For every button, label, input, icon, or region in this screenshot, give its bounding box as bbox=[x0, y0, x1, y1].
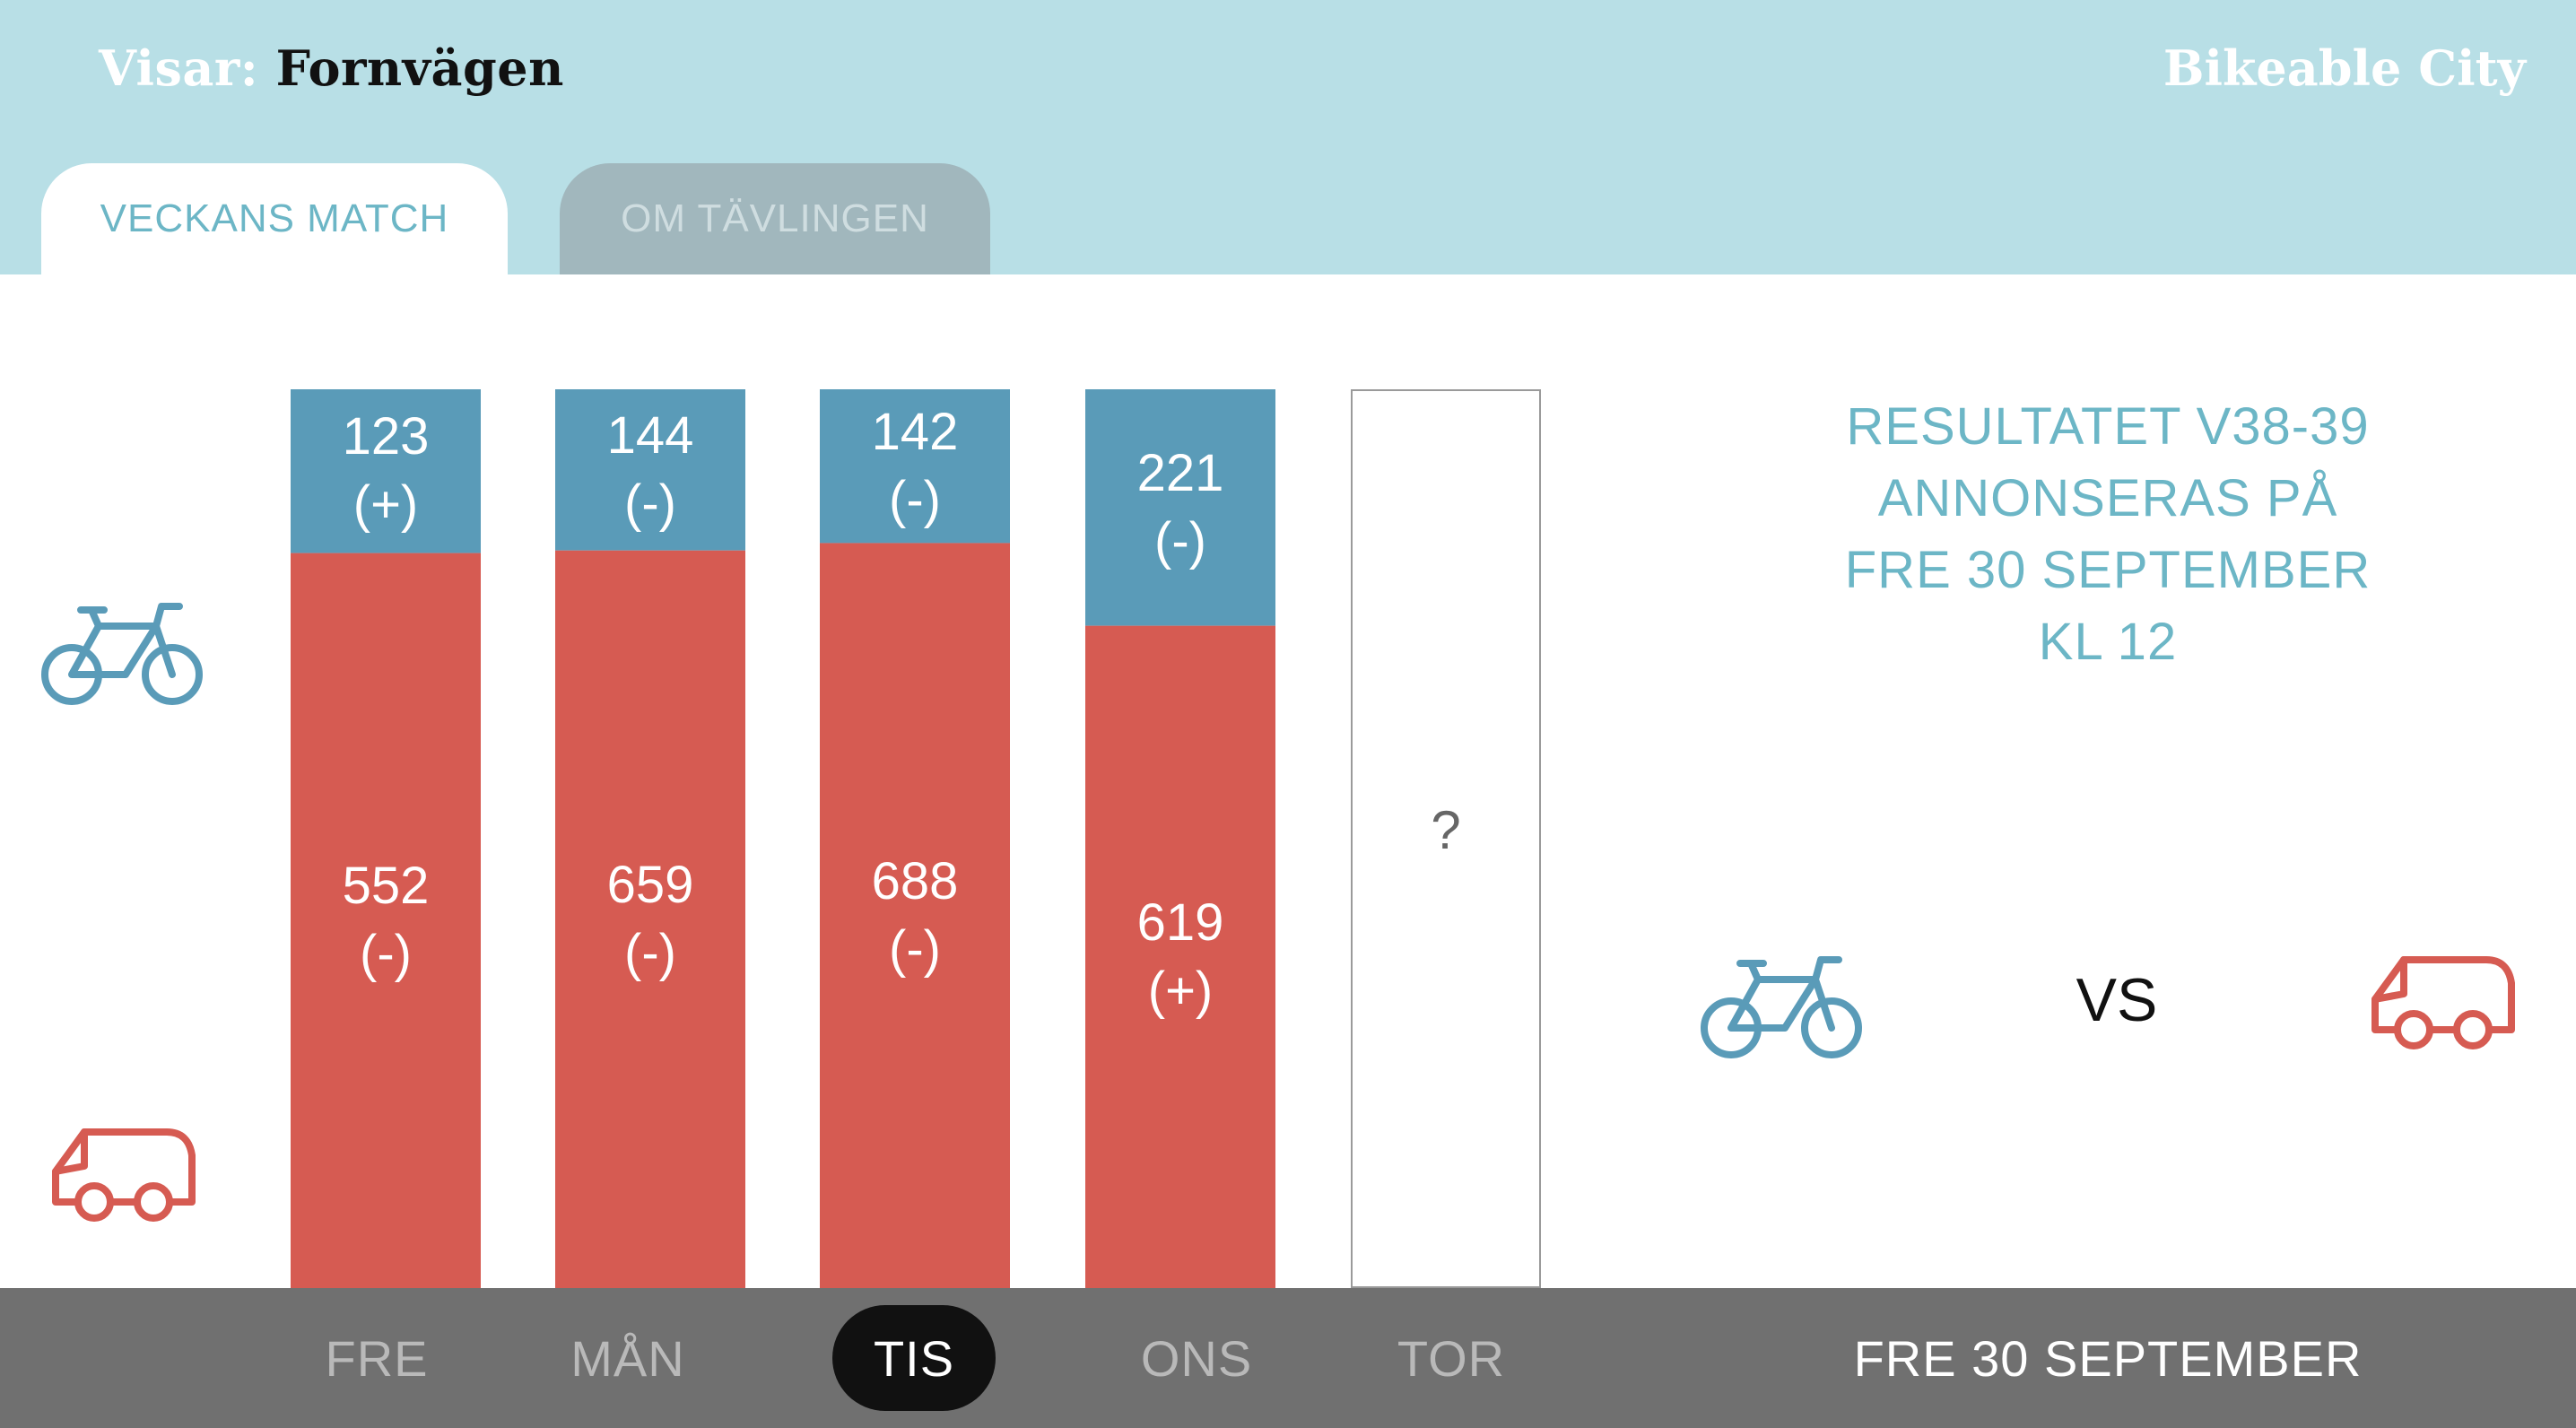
versus-bicycle-icon bbox=[1701, 956, 1862, 1058]
day-label: MÅN bbox=[570, 1329, 685, 1387]
stacked-bar-chart: 123 (+) 552 (-) 144 (-) 659 (-) 142 (-) 688 (-) 221(… bbox=[0, 274, 1579, 1288]
header-bar: Visar: Fornvägen Bikeable City VECKANS M… bbox=[0, 0, 2576, 274]
car-value-label: 552 (-) bbox=[342, 857, 430, 984]
day-fre[interactable]: FRE bbox=[296, 1288, 457, 1428]
versus-label: VS bbox=[2076, 966, 2158, 1034]
bike-value-label: 123 (+) bbox=[342, 407, 430, 535]
car-bar-mån bbox=[555, 550, 745, 1288]
day-man[interactable]: MÅN bbox=[547, 1288, 709, 1428]
day-label-selected: TIS bbox=[832, 1305, 996, 1411]
day-label: TOR bbox=[1397, 1329, 1506, 1387]
bike-bar-mån bbox=[555, 389, 745, 551]
car-icon bbox=[52, 1128, 196, 1222]
bike-value-label: 144 (-) bbox=[606, 405, 694, 533]
car-bar-fre bbox=[291, 553, 481, 1288]
tab-veckans-match[interactable]: VECKANS MATCH bbox=[41, 163, 508, 274]
bike-value-label: 221 (-) bbox=[1136, 443, 1224, 570]
location-title: Visar: Fornvägen bbox=[99, 39, 564, 97]
car-bar-tis bbox=[820, 543, 1010, 1288]
car-value-label: 688 (-) bbox=[871, 851, 959, 979]
tab-om-tavlingen[interactable]: OM TÄVLINGEN bbox=[560, 163, 990, 274]
day-selector: FRE MÅN TIS ONS TOR FRE 30 SEPTEMBER bbox=[0, 1288, 2576, 1428]
day-ons[interactable]: ONS bbox=[1116, 1288, 1277, 1428]
car-bar-ons bbox=[1085, 625, 1275, 1288]
bike-bar-fre bbox=[291, 389, 481, 553]
location-prefix: Visar: bbox=[99, 39, 259, 97]
unknown-day-label: ? bbox=[1431, 800, 1461, 860]
day-tis[interactable]: TIS bbox=[832, 1288, 996, 1428]
location-name[interactable]: Fornvägen bbox=[275, 39, 564, 97]
brand-logo: Bikeable City bbox=[2163, 39, 2526, 97]
versus-car-icon bbox=[2371, 956, 2515, 1049]
bike-value-label: 142 (-) bbox=[871, 402, 959, 529]
bike-bar-tis bbox=[820, 389, 1010, 544]
date-label: FRE 30 SEPTEMBER bbox=[1853, 1329, 2363, 1387]
day-label: ONS bbox=[1140, 1329, 1253, 1387]
bars-area bbox=[291, 389, 1275, 1288]
car-value-label: 619 (+) bbox=[1136, 892, 1224, 1020]
car-value-label: 659 (-) bbox=[606, 855, 694, 982]
day-tor[interactable]: TOR bbox=[1371, 1288, 1532, 1428]
day-label: FRE bbox=[325, 1329, 429, 1387]
bicycle-icon bbox=[41, 603, 203, 705]
bike-bar-ons bbox=[1085, 389, 1275, 626]
result-announcement: RESULTATET V38-39 ANNONSERAS PÅ FRE 30 S… bbox=[1844, 397, 2371, 671]
unknown-day-bar bbox=[1351, 389, 1541, 1288]
